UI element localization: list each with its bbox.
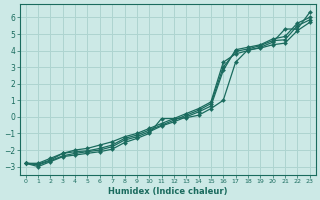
X-axis label: Humidex (Indice chaleur): Humidex (Indice chaleur) (108, 187, 228, 196)
